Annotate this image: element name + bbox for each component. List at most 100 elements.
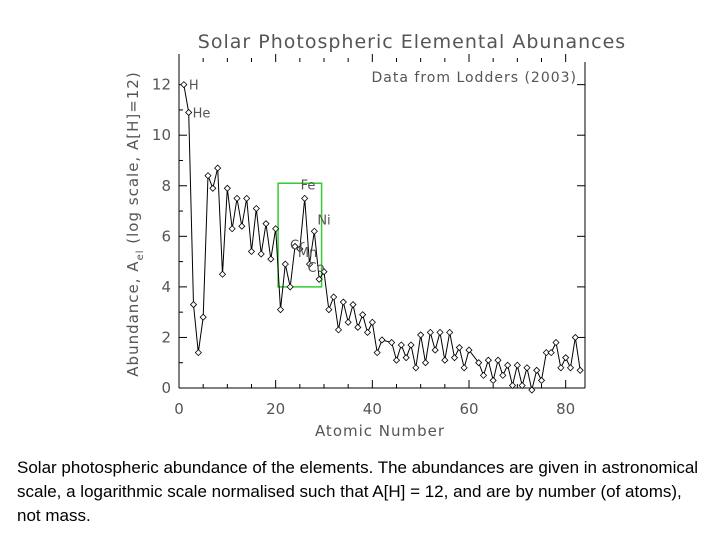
data-point	[194, 349, 202, 357]
y-tick-label: 4	[161, 278, 171, 296]
element-label-mn: Mn	[298, 246, 317, 261]
data-point	[402, 354, 410, 362]
data-point	[276, 306, 285, 314]
data-point	[552, 338, 560, 347]
data-point	[407, 341, 415, 349]
data-point	[489, 376, 497, 384]
data-point	[446, 328, 454, 336]
element-label-cr: Cr	[290, 238, 305, 253]
data-point	[562, 354, 570, 362]
data-point	[479, 371, 488, 379]
figure-caption: Solar photospheric abundance of the elem…	[17, 458, 699, 525]
data-point	[262, 220, 270, 228]
element-label-fe: Fe	[301, 178, 316, 193]
data-point	[185, 108, 193, 117]
data-point	[421, 359, 430, 367]
data-point	[484, 356, 492, 364]
y-tick-label: 6	[161, 227, 171, 245]
data-point	[228, 225, 236, 233]
data-point	[214, 164, 222, 172]
data-point	[504, 361, 512, 369]
data-point	[238, 222, 246, 230]
data-point	[426, 328, 434, 336]
y-tick-label: 10	[152, 126, 171, 144]
data-point	[436, 328, 444, 336]
element-label-ni: Ni	[317, 213, 330, 228]
data-point	[310, 227, 318, 235]
data-point	[388, 338, 396, 347]
data-point	[547, 349, 555, 357]
data-point	[557, 364, 565, 372]
data-point	[571, 333, 579, 342]
element-label-h: H	[189, 79, 199, 94]
data-point	[281, 260, 289, 268]
data-point	[363, 328, 372, 336]
data-point	[233, 194, 241, 202]
element-label-co: Co	[308, 261, 325, 276]
data-point	[513, 361, 521, 369]
chart-svg: Solar Photospheric Elemental Abunances 0 2…	[124, 31, 625, 440]
data-point	[518, 381, 526, 390]
data-point	[305, 260, 314, 268]
iron-peak-highlight-box	[277, 182, 323, 288]
data-point	[252, 204, 260, 213]
y-tick-label: 12	[152, 76, 171, 94]
data-point	[373, 349, 381, 357]
data-point	[349, 301, 357, 309]
data-point	[417, 331, 425, 339]
series-line	[183, 84, 581, 391]
data-point	[441, 356, 449, 364]
data-point	[460, 364, 468, 372]
data-point	[368, 318, 376, 326]
data-point	[542, 349, 550, 357]
data-point	[397, 341, 405, 349]
element-label-he: He	[193, 106, 211, 121]
data-point	[243, 194, 251, 202]
data-point	[204, 172, 212, 180]
data-point	[566, 364, 575, 372]
data-point	[533, 366, 541, 374]
data-point	[257, 250, 265, 258]
data-point	[180, 81, 188, 89]
data-point	[412, 364, 420, 372]
data-point	[354, 323, 362, 331]
data-point	[291, 242, 299, 250]
x-tick-label: 0	[174, 400, 184, 418]
data-point	[537, 376, 546, 384]
data-point	[301, 194, 309, 202]
data-point	[247, 247, 256, 256]
data-point	[330, 293, 338, 301]
data-point	[576, 366, 584, 374]
data-point	[272, 225, 280, 233]
data-point	[223, 184, 231, 192]
x-tick-label: 60	[459, 400, 478, 418]
x-axis-label: Atomic Number	[315, 422, 445, 440]
data-point	[339, 298, 347, 306]
y-axis-label: Abundance, Ael (log scale, A[H]=12)	[124, 71, 146, 376]
data-point	[320, 268, 328, 276]
data-point	[315, 275, 323, 283]
data-point	[218, 270, 227, 278]
data-point	[431, 346, 439, 354]
y-tick-label: 0	[161, 379, 171, 397]
source-annotation: Data from Lodders (2003)	[372, 70, 577, 86]
data-point	[450, 354, 459, 362]
data-point	[455, 343, 463, 352]
x-tick-label: 80	[556, 400, 575, 418]
x-tick-label: 20	[266, 400, 285, 418]
data-point	[523, 364, 531, 372]
data-point	[528, 386, 536, 394]
data-point	[286, 283, 294, 291]
data-point	[199, 313, 207, 321]
data-point	[296, 245, 304, 253]
data-point	[508, 381, 517, 390]
data-point	[392, 356, 401, 364]
data-point	[334, 326, 343, 334]
data-point	[359, 311, 367, 319]
data-point	[209, 184, 217, 192]
y-tick-label: 8	[161, 177, 171, 195]
data-point	[475, 359, 483, 367]
data-point	[344, 318, 352, 326]
data-point	[267, 255, 275, 263]
data-point	[189, 301, 198, 309]
